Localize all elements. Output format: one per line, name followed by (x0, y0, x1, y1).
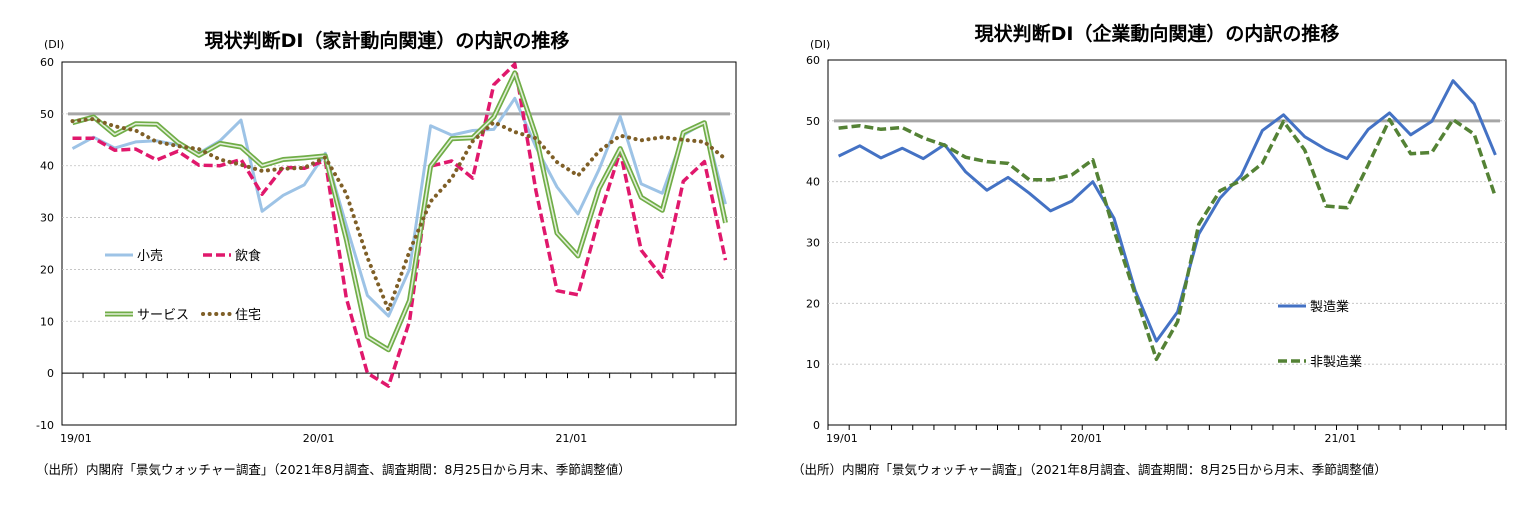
legend-label-1: 製造業 (1310, 299, 1349, 315)
chart-corporate: 現状判断DI（企業動向関連）の内訳の推移 (DI) （出所）内閣府「景気ウォッチャー… (792, 22, 1507, 477)
legend-label-2: 飲食 (235, 248, 261, 264)
x-tick-label: 21/01 (1325, 432, 1357, 445)
y-tick-label: 60 (40, 56, 54, 69)
y-tick-label: 10 (806, 358, 820, 371)
y-tick-label: 10 (40, 315, 54, 328)
y-tick-label: 30 (806, 237, 820, 250)
chart-title: 現状判断DI（企業動向関連）の内訳の推移 (975, 22, 1340, 45)
y-tick-label: 0 (813, 419, 820, 432)
series-line-4 (70, 116, 728, 316)
y-tick-label: 50 (40, 108, 54, 121)
chart-household: 現状判断DI（家計動向関連）の内訳の推移 (DI) （出所）内閣府「景気ウォッチャー… (36, 29, 737, 477)
x-tick-label: 21/01 (556, 432, 588, 445)
plot-area (61, 61, 737, 426)
source-note: （出所）内閣府「景気ウォッチャー調査」（2021年8月調査、調査期間：8月25日… (792, 462, 1387, 477)
y-tick-label: 0 (47, 367, 54, 380)
y-unit-label: (DI) (810, 38, 830, 51)
y-tick-label: 20 (806, 297, 820, 310)
y-unit-label: (DI) (44, 38, 64, 51)
series-line-2 (838, 117, 1498, 362)
y-tick-label: 60 (806, 54, 820, 67)
series-line-2 (72, 62, 728, 388)
legend-label-3: サービス (137, 308, 189, 323)
y-tick-label: -10 (36, 419, 54, 432)
y-tick-label: 40 (806, 176, 820, 189)
chart-title: 現状判断DI（家計動向関連）の内訳の推移 (205, 29, 570, 52)
series-line-1 (837, 79, 1497, 343)
x-tick-label: 20/01 (1070, 432, 1102, 445)
y-tick-label: 50 (806, 115, 820, 128)
series-line-3-inner (72, 72, 727, 351)
legend-label-2: 非製造業 (1310, 354, 1362, 370)
x-tick-label: 20/01 (303, 432, 335, 445)
x-tick-label: 19/01 (60, 432, 92, 445)
y-tick-label: 20 (40, 263, 54, 276)
y-tick-label: 30 (40, 212, 54, 225)
legend-label-1: 小売 (137, 248, 163, 264)
source-note: （出所）内閣府「景気ウォッチャー調査」（2021年8月調査、調査期間：8月25日… (36, 462, 631, 477)
y-tick-label: 40 (40, 160, 54, 173)
legend-label-4: 住宅 (235, 308, 261, 323)
x-tick-label: 19/01 (826, 432, 858, 445)
